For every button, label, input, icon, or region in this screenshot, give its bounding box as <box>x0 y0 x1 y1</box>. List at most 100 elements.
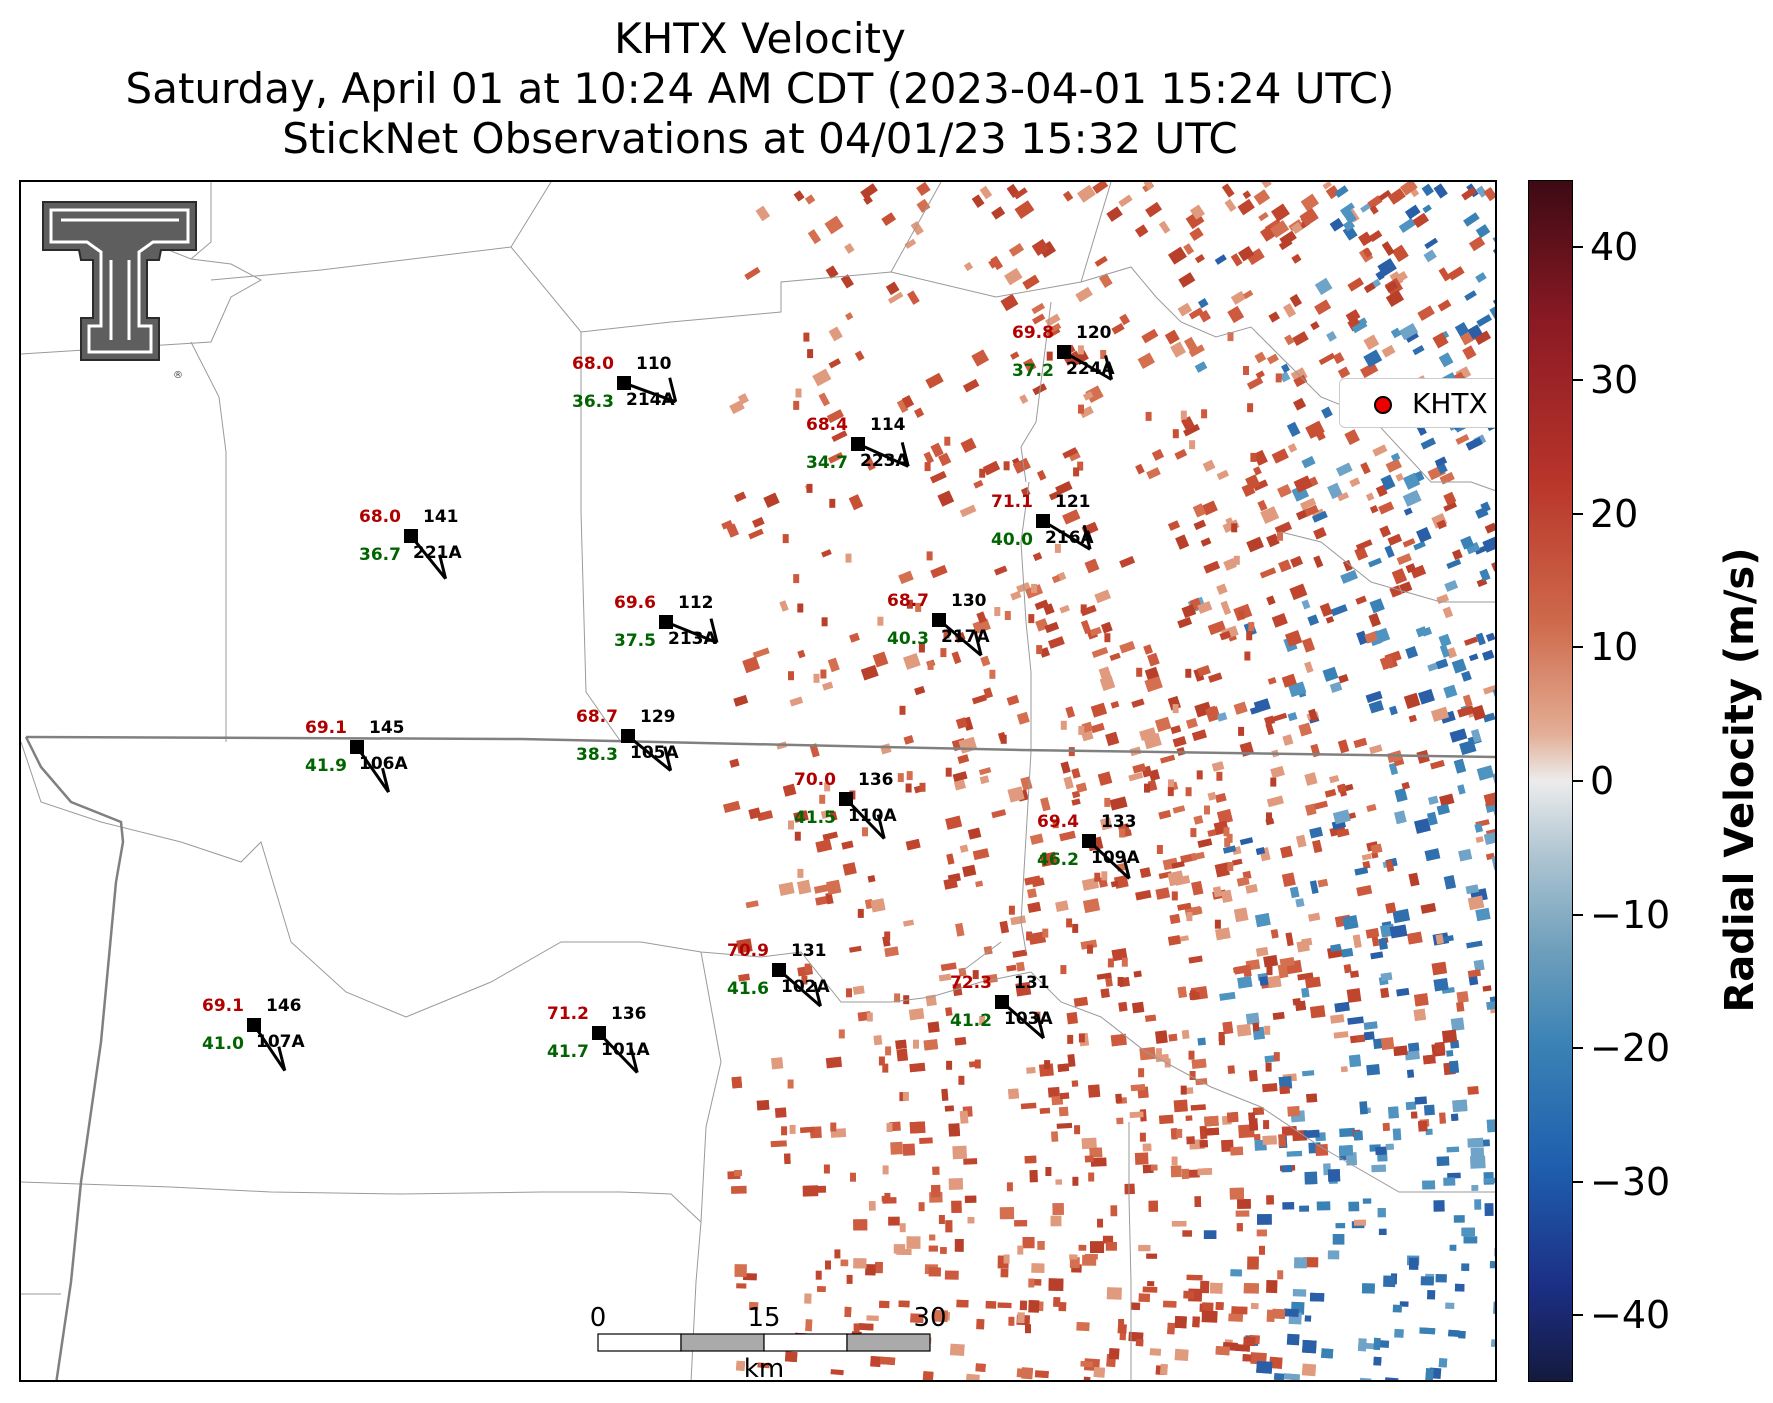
radar-gate <box>789 1124 796 1134</box>
radar-gate <box>1078 725 1085 735</box>
radar-gate <box>1216 469 1230 481</box>
radar-gate <box>1110 700 1120 709</box>
radar-gate <box>1052 819 1059 829</box>
wind-barb-flag <box>663 746 673 771</box>
station-107a[interactable]: 69.1 146 41.0 107A <box>202 996 305 1072</box>
radar-gate <box>1023 358 1037 372</box>
radar-gate <box>782 534 789 544</box>
station-marker-icon <box>851 437 865 451</box>
radar-gate <box>1048 322 1062 334</box>
radar-gate <box>1414 818 1431 834</box>
radar-gate <box>1307 614 1319 626</box>
radar-gate <box>1407 1042 1420 1052</box>
station-dewpoint: 36.3 <box>572 392 614 412</box>
station-marker-icon <box>350 740 364 754</box>
radar-gate <box>1482 985 1492 992</box>
radar-gate <box>1214 254 1227 265</box>
radar-gate <box>1281 872 1296 888</box>
radar-gate <box>1373 1356 1382 1366</box>
radar-gate <box>1243 1336 1256 1347</box>
radar-gate <box>1249 706 1260 715</box>
radar-gate <box>1177 902 1192 911</box>
radar-gate <box>1479 568 1491 582</box>
radar-map[interactable]: 68.0 110 36.3 214A 69.8 120 37.2 224A 68.4 114 34.… <box>19 180 1497 1382</box>
station-102a[interactable]: 70.9 131 41.6 102A <box>727 941 830 1008</box>
radar-gate <box>1010 915 1027 926</box>
radar-gate <box>1255 370 1265 379</box>
station-dewpoint: 40.0 <box>991 530 1033 550</box>
radar-gate <box>979 468 986 478</box>
station-217a[interactable]: 68.7 130 40.3 217A <box>887 591 990 657</box>
radar-gate <box>1384 1377 1399 1380</box>
station-216a[interactable]: 71.1 121 40.0 216A <box>991 492 1094 551</box>
radar-gate <box>864 457 876 471</box>
radar-gate <box>991 809 1007 819</box>
radar-gate <box>1244 651 1251 661</box>
radar-gate <box>1238 246 1255 262</box>
radar-gate <box>1069 1254 1078 1260</box>
radar-gate <box>1338 674 1349 684</box>
colorbar-tick-mark <box>1573 1314 1583 1317</box>
radar-gate <box>1185 1087 1194 1095</box>
radar-gate <box>1003 461 1010 471</box>
radar-gate <box>1253 449 1268 466</box>
radar-gate <box>1495 1230 1497 1237</box>
radar-gate <box>1214 792 1227 803</box>
radar-gate <box>899 705 906 715</box>
radar-gate <box>1186 1136 1195 1145</box>
radar-gate <box>1100 350 1107 359</box>
radar-gate <box>1475 632 1486 646</box>
radar-gate <box>1138 1244 1151 1252</box>
radar-gate <box>820 809 831 819</box>
radar-gate <box>1413 541 1426 551</box>
colorbar-tick-mark <box>1573 780 1583 782</box>
station-213a[interactable]: 69.6 112 37.5 213A <box>614 593 719 651</box>
station-110a[interactable]: 70.0 136 41.5 110A <box>794 770 897 840</box>
radar-gate <box>1483 187 1495 202</box>
radar-gate <box>1450 1017 1465 1032</box>
radar-gate <box>1191 880 1204 896</box>
station-101a[interactable]: 71.2 136 41.7 101A <box>547 1004 650 1074</box>
radar-gate <box>1040 797 1051 812</box>
radar-gate <box>1318 352 1336 366</box>
radar-gate <box>1342 559 1353 572</box>
radar-gate <box>1231 1306 1248 1315</box>
station-103a[interactable]: 72.3 131 41.2 103A <box>950 973 1053 1040</box>
radar-gate <box>906 599 913 609</box>
radar-gate <box>919 1137 933 1144</box>
radar-gate <box>1077 184 1096 203</box>
station-223a[interactable]: 68.4 114 34.7 223A <box>806 415 910 473</box>
radar-gate <box>1075 782 1088 793</box>
radar-gate <box>1279 1086 1290 1095</box>
radar-gate <box>1118 194 1133 208</box>
station-id: 223A <box>860 451 909 471</box>
radar-gate <box>807 349 814 359</box>
station-109a[interactable]: 69.4 133 46.2 109A <box>1037 812 1140 880</box>
radar-gate <box>1349 477 1361 488</box>
radar-gate <box>1362 1198 1372 1204</box>
radar-gate <box>1340 570 1358 584</box>
station-106a[interactable]: 69.1 145 41.9 106A <box>305 718 408 793</box>
radar-gate <box>1081 1137 1097 1150</box>
radar-gate <box>1395 1380 1402 1382</box>
radar-gate <box>1014 1219 1028 1227</box>
station-224a[interactable]: 69.8 120 37.2 224A <box>1012 323 1115 381</box>
station-221a[interactable]: 68.0 141 36.7 221A <box>359 507 462 580</box>
station-105a[interactable]: 68.7 129 38.3 105A <box>576 707 679 772</box>
radar-gate <box>794 831 801 841</box>
radar-gate <box>1139 867 1152 879</box>
radar-gate <box>1330 943 1342 952</box>
radar-gate <box>1131 1001 1145 1014</box>
radar-gate <box>1234 1381 1242 1382</box>
radar-gate <box>1205 1127 1220 1136</box>
station-id: 110A <box>848 806 897 826</box>
radar-gate <box>865 1264 876 1276</box>
radar-gate <box>1007 786 1025 803</box>
radar-gate <box>1260 506 1280 524</box>
radar-gate <box>1055 481 1073 496</box>
radar-gate <box>1391 244 1409 263</box>
station-214a[interactable]: 68.0 110 36.3 214A <box>572 354 678 412</box>
radar-gate <box>1111 323 1125 335</box>
radar-gate <box>953 779 967 791</box>
radar-gate <box>885 1046 892 1056</box>
